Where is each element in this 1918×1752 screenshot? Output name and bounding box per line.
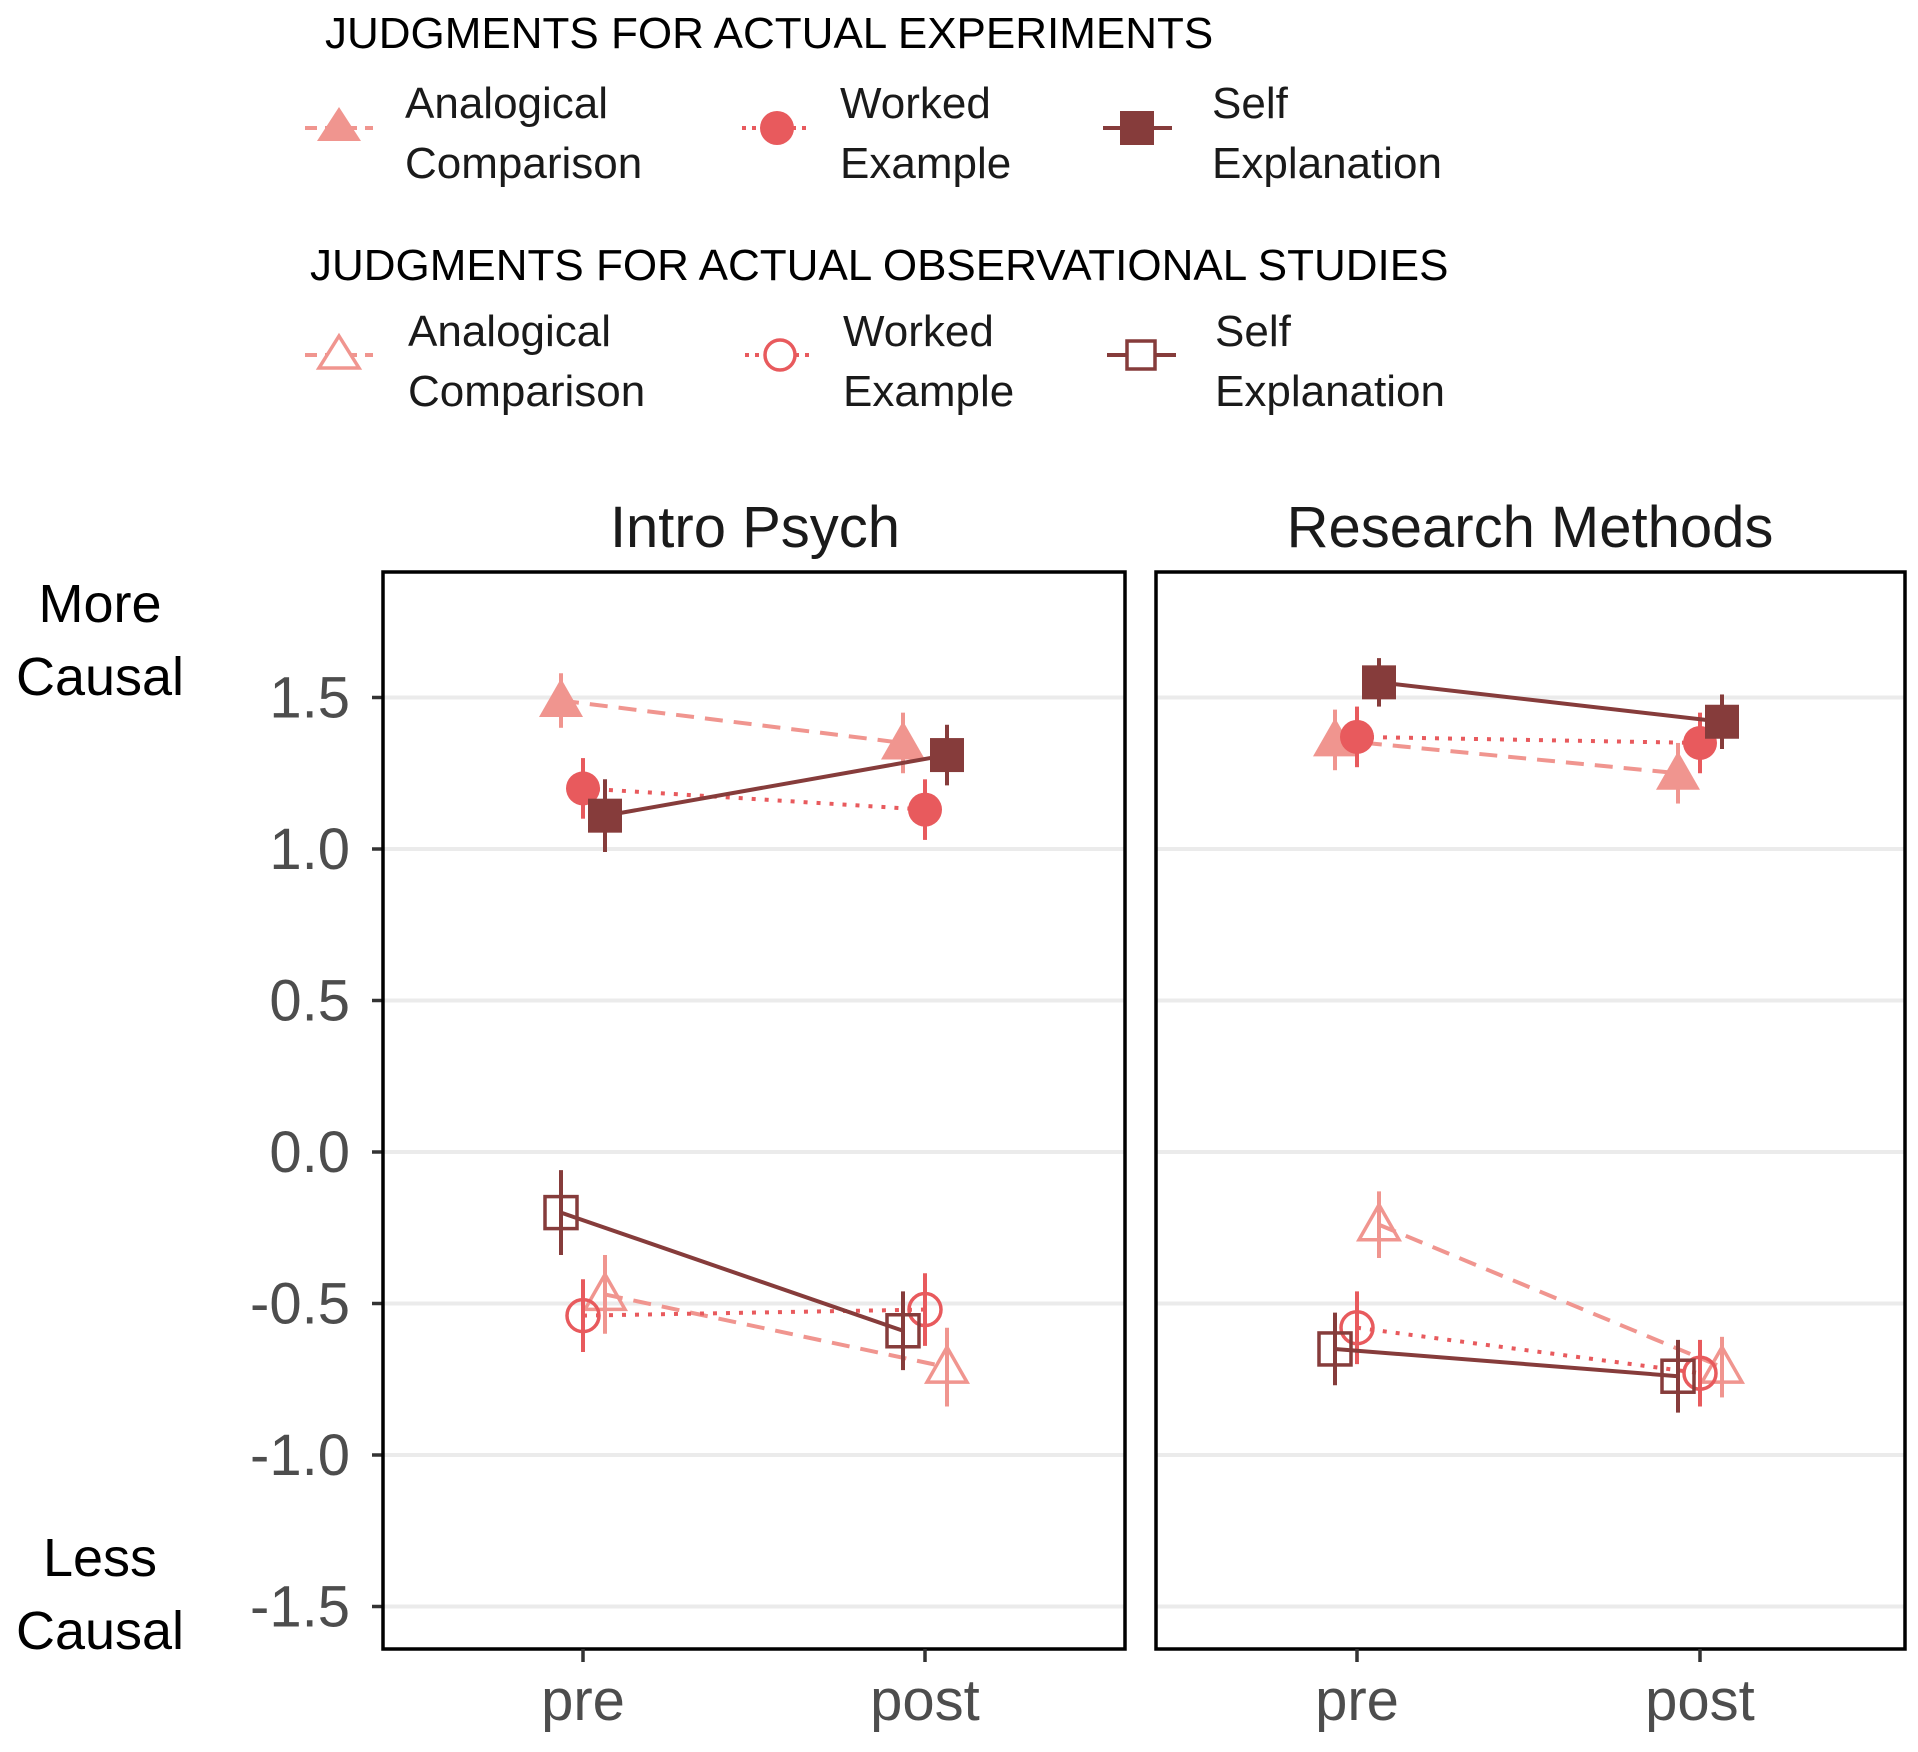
- y-tick-label: -1.0: [250, 1423, 350, 1488]
- triangle-open-point: [581, 1270, 629, 1312]
- panel-title: Research Methods: [1287, 495, 1774, 560]
- less-causal-label: Causal: [16, 1601, 184, 1661]
- series-analogical-observational: [1355, 1191, 1746, 1398]
- panel-research-methods: Research Methods pre post: [1154, 495, 1907, 1733]
- series-worked-observational: [565, 1273, 943, 1352]
- legend-label: Worked: [840, 79, 991, 128]
- series-worked-experiments: [566, 758, 942, 840]
- y-tick-label: 1.0: [269, 817, 350, 882]
- triangle-filled-icon: [317, 107, 361, 141]
- x-tick-label: post: [1645, 1668, 1755, 1733]
- square-open-point: [1317, 1331, 1353, 1367]
- legend-item-experiments-analogical: Analogical Comparison: [305, 79, 642, 188]
- legend-item-observational-self: Self Explanation: [1107, 307, 1445, 416]
- legend-label: Analogical: [408, 307, 611, 356]
- legend-label: Example: [840, 139, 1011, 188]
- square-open-point: [543, 1194, 579, 1231]
- legend-label: Comparison: [408, 367, 645, 416]
- legend-title-experiments: JUDGMENTS FOR ACTUAL EXPERIMENTS: [325, 9, 1213, 58]
- y-axis: 1.5 1.0 0.5 0.0 -0.5 -1.0 -1.5: [250, 666, 383, 1640]
- square-filled-point: [1362, 665, 1396, 700]
- series-line: [1356, 1325, 1701, 1376]
- series-analogical-observational: [581, 1255, 971, 1407]
- square-open-icon: [1125, 339, 1157, 371]
- square-filled-icon: [1120, 111, 1154, 145]
- triangle-filled-point: [539, 678, 583, 718]
- square-open-point: [1660, 1358, 1696, 1394]
- circle-open-point: [1339, 1309, 1375, 1346]
- legend-title-observational: JUDGMENTS FOR ACTUAL OBSERVATIONAL STUDI…: [310, 241, 1448, 290]
- circle-open-point: [1682, 1355, 1718, 1391]
- series-line: [582, 1307, 926, 1318]
- panel-title: Intro Psych: [610, 495, 900, 560]
- more-causal-label: More: [38, 574, 161, 634]
- series-analogical-experiments: [539, 673, 925, 774]
- legend-label: Explanation: [1215, 367, 1445, 416]
- legend-label: Example: [843, 367, 1014, 416]
- more-causal-label: Causal: [16, 647, 184, 707]
- legend-label: Self: [1212, 79, 1289, 128]
- square-filled-point: [930, 738, 964, 773]
- y-tick-label: -0.5: [250, 1272, 350, 1337]
- circle-open-point: [565, 1297, 601, 1334]
- legend-item-observational-worked: Worked Example: [745, 307, 1014, 416]
- circle-filled-point: [1340, 719, 1374, 754]
- less-causal-label: Less: [43, 1528, 157, 1588]
- circle-open-icon: [763, 338, 797, 372]
- triangle-filled-point: [881, 720, 925, 760]
- legend-item-experiments-worked: Worked Example: [742, 79, 1011, 188]
- legend-label: Explanation: [1212, 139, 1442, 188]
- series-line: [560, 1210, 904, 1333]
- y-tick-label: 0.5: [269, 969, 350, 1034]
- series-self-experiments: [1362, 658, 1739, 750]
- triangle-open-icon: [315, 332, 363, 370]
- series-line: [604, 753, 948, 818]
- circle-filled-point: [908, 792, 942, 827]
- legend-item-experiments-self: Self Explanation: [1103, 79, 1442, 188]
- x-tick-label: pre: [541, 1668, 625, 1733]
- x-tick-label: pre: [1315, 1668, 1399, 1733]
- square-open-point: [885, 1313, 921, 1349]
- panel-intro-psych: Intro Psych pre post: [381, 495, 1127, 1733]
- legend-label: Comparison: [405, 139, 642, 188]
- circle-filled-point: [566, 771, 600, 806]
- panel-border: [1154, 570, 1907, 1651]
- series-self-experiments: [588, 724, 964, 853]
- circle-filled-icon: [760, 111, 794, 145]
- legend: JUDGMENTS FOR ACTUAL EXPERIMENTS JUDGMEN…: [305, 9, 1448, 416]
- y-tick-label: -1.5: [250, 1575, 350, 1640]
- series-self-observational: [543, 1170, 921, 1371]
- y-tick-label: 0.0: [269, 1120, 350, 1185]
- series-line: [1334, 1346, 1679, 1379]
- legend-label: Analogical: [405, 79, 608, 128]
- legend-item-observational-analogical: Analogical Comparison: [305, 307, 645, 416]
- series-line: [1378, 680, 1723, 724]
- series-line: [582, 786, 926, 812]
- series-self-observational: [1317, 1312, 1696, 1413]
- legend-label: Worked: [843, 307, 994, 356]
- triangle-filled-point: [1656, 751, 1700, 790]
- circle-open-point: [907, 1291, 943, 1328]
- panel-border: [381, 570, 1127, 1651]
- series-line: [1356, 734, 1701, 745]
- series-analogical-experiments: [1313, 709, 1700, 804]
- series-line: [604, 1292, 948, 1370]
- series-line: [560, 698, 904, 745]
- series-line: [1378, 1222, 1723, 1369]
- legend-label: Self: [1215, 307, 1292, 356]
- square-filled-point: [588, 798, 622, 833]
- series-line: [1334, 737, 1679, 776]
- square-filled-point: [1705, 704, 1739, 739]
- series-worked-observational: [1339, 1291, 1718, 1407]
- triangle-open-point: [1355, 1201, 1403, 1242]
- x-tick-label: post: [870, 1668, 980, 1733]
- triangle-open-point: [923, 1343, 971, 1384]
- y-tick-label: 1.5: [269, 666, 350, 731]
